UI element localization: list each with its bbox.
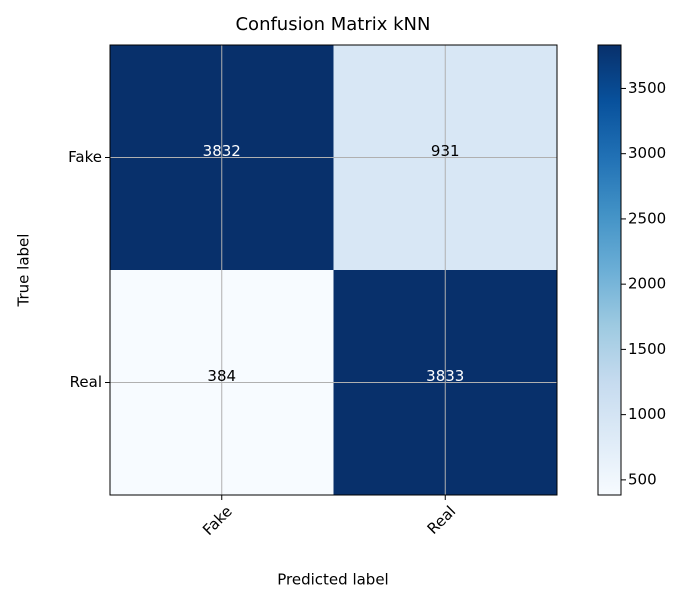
y-tick-label: Fake bbox=[68, 148, 102, 166]
chart-title: Confusion Matrix kNN bbox=[235, 14, 430, 35]
y-tick-label: Real bbox=[70, 373, 102, 391]
x-tick-label: Fake bbox=[199, 502, 236, 539]
value-label: 3832 bbox=[203, 142, 241, 160]
value-label: 3833 bbox=[426, 367, 464, 385]
y-axis-label: True label bbox=[15, 234, 33, 308]
value-label: 931 bbox=[431, 142, 460, 160]
plot-frame bbox=[109, 44, 558, 496]
value-label: 384 bbox=[207, 367, 236, 385]
colorbar-tick-label: 2000 bbox=[628, 275, 666, 293]
colorbar-tick-label: 3500 bbox=[628, 79, 666, 97]
colorbar-tick-label: 1000 bbox=[628, 405, 666, 423]
colorbar-tick-label: 3000 bbox=[628, 144, 666, 162]
colorbar-tick-label: 1500 bbox=[628, 340, 666, 358]
x-tick-label: Real bbox=[424, 502, 460, 538]
colorbar bbox=[597, 44, 622, 496]
colorbar-tick-label: 2500 bbox=[628, 209, 666, 227]
colorbar-tick-label: 500 bbox=[628, 470, 657, 488]
x-axis-label: Predicted label bbox=[277, 571, 388, 589]
